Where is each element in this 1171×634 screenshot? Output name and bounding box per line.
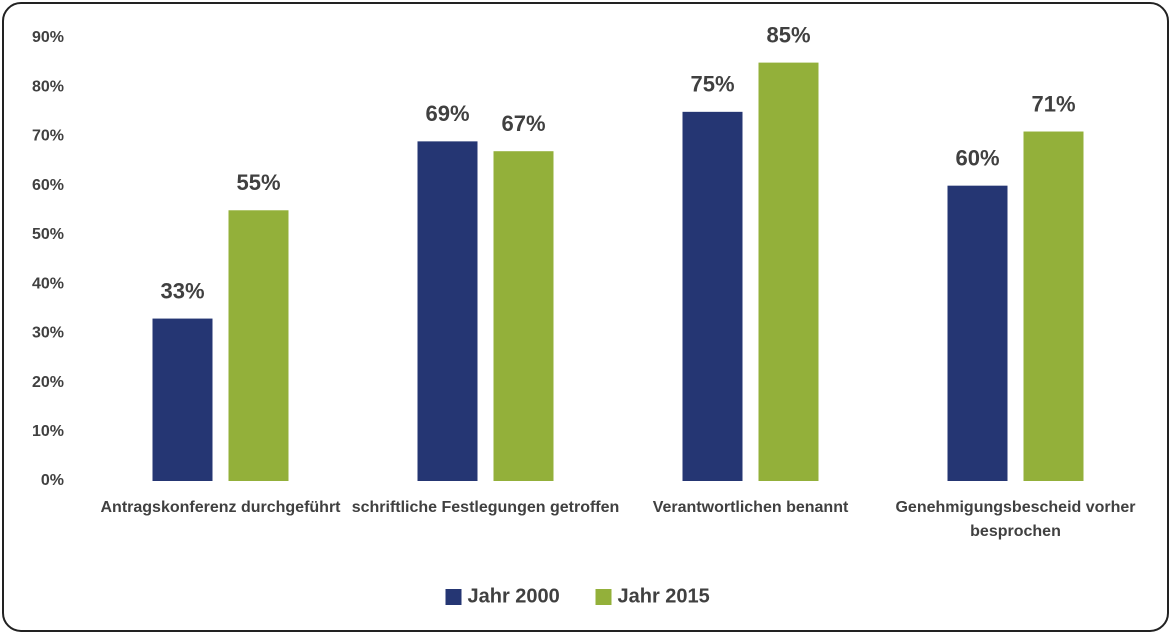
y-tick-label: 90% xyxy=(32,29,64,46)
y-tick-label: 80% xyxy=(32,78,64,95)
data-label: 67% xyxy=(501,111,545,136)
y-tick-label: 0% xyxy=(41,472,64,489)
data-label: 71% xyxy=(1031,91,1075,116)
bar xyxy=(1023,131,1084,481)
data-label: 55% xyxy=(236,170,280,195)
bar xyxy=(947,185,1008,481)
bar xyxy=(417,141,478,481)
y-tick-label: 30% xyxy=(32,325,64,342)
data-label: 85% xyxy=(766,22,810,47)
legend-swatch xyxy=(595,589,612,605)
y-tick-label: 70% xyxy=(32,128,64,145)
bar xyxy=(682,111,743,481)
data-label: 33% xyxy=(160,278,204,303)
y-tick-label: 10% xyxy=(32,423,64,440)
legend-label: Jahr 2000 xyxy=(468,585,560,607)
legend-swatch xyxy=(445,589,462,605)
bar xyxy=(758,62,819,481)
x-tick-label: Antragskonferenz durchgeführt xyxy=(100,499,341,516)
y-tick-label: 50% xyxy=(32,226,64,243)
data-label: 75% xyxy=(690,72,734,97)
bar xyxy=(493,151,554,481)
data-label: 69% xyxy=(425,101,469,126)
y-tick-label: 40% xyxy=(32,275,64,292)
x-tick-label: Genehmigungsbescheid vorher besprochen xyxy=(895,499,1136,540)
x-tick-label: Verantwortlichen benannt xyxy=(652,499,849,516)
bar xyxy=(152,318,213,481)
data-label: 60% xyxy=(955,145,999,170)
legend-label: Jahr 2015 xyxy=(618,585,710,607)
bar xyxy=(228,210,289,481)
y-tick-label: 60% xyxy=(32,177,64,194)
y-tick-label: 20% xyxy=(32,374,64,391)
x-tick-label: schriftliche Festlegungen getroffen xyxy=(351,499,620,516)
